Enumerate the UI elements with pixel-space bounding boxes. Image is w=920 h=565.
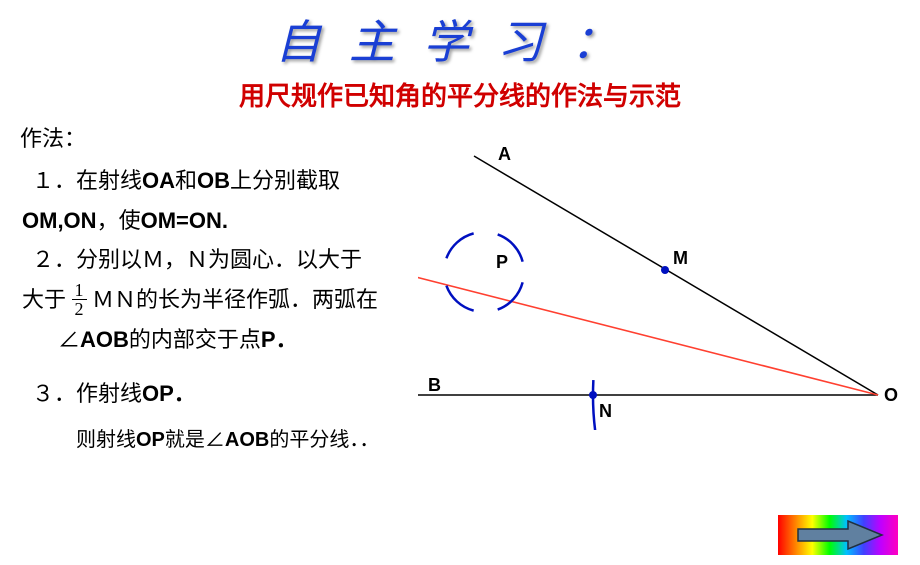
svg-text:M: M bbox=[673, 248, 688, 268]
conc-b: 就是∠ bbox=[165, 429, 225, 451]
step1-part-d: ，使 bbox=[97, 208, 141, 233]
svg-text:N: N bbox=[599, 401, 612, 421]
step1-part-b: 和 bbox=[175, 168, 197, 193]
frac-den: 2 bbox=[72, 300, 87, 318]
step3-op: OP． bbox=[142, 381, 196, 406]
title-text: 自主学习： bbox=[275, 16, 645, 68]
step-3: ３．作射线OP． bbox=[58, 374, 448, 414]
conc-c: 的平分线．． bbox=[269, 429, 379, 451]
svg-text:P: P bbox=[496, 252, 508, 272]
svg-text:A: A bbox=[498, 144, 511, 164]
subtitle-text: 用尺规作已知角的平分线的作法与示范 bbox=[239, 81, 681, 111]
conc-a: 则射线 bbox=[76, 429, 136, 451]
step-1: １．在射线OA和OB上分别截取 OM,ON，使OM=ON. bbox=[58, 161, 448, 240]
next-button[interactable] bbox=[778, 515, 898, 555]
step1-part-a: １．在射线 bbox=[32, 168, 142, 193]
step2-part-a: ２．分别以Ｍ，Ｎ为圆心．以大于 bbox=[32, 247, 362, 272]
step2-part-c: 的内部交于点 bbox=[129, 327, 261, 352]
step1-omon: OM,ON bbox=[22, 208, 97, 233]
step-2: ２．分别以Ｍ，Ｎ为圆心．以大于 大于 12 ＭＮ的长为半径作弧．两弧在∠AOB的… bbox=[58, 240, 448, 360]
step1-ob: OB bbox=[197, 168, 230, 193]
next-arrow-icon bbox=[778, 515, 898, 555]
step2-aob: AOB bbox=[80, 327, 129, 352]
step1-part-c: 上分别截取 bbox=[230, 168, 340, 193]
fraction: 12 bbox=[72, 281, 87, 318]
frac-num: 1 bbox=[72, 281, 87, 300]
svg-text:B: B bbox=[428, 375, 441, 395]
conc-op: OP bbox=[136, 429, 165, 451]
conclusion: 则射线OP就是∠AOB的平分线．． bbox=[76, 425, 416, 455]
step2-p: P． bbox=[261, 327, 298, 352]
main-title: 自主学习： bbox=[0, 0, 920, 72]
step2-prefix: 大于 bbox=[22, 287, 72, 312]
svg-text:O: O bbox=[884, 385, 898, 405]
sub-title: 用尺规作已知角的平分线的作法与示范 bbox=[0, 76, 920, 113]
step1-oa: OA bbox=[142, 168, 175, 193]
geometry-diagram: A M P B N O bbox=[418, 130, 898, 430]
step3-part-a: ３．作射线 bbox=[32, 381, 142, 406]
step1-eq: OM=ON. bbox=[141, 208, 228, 233]
conc-aob: AOB bbox=[225, 429, 269, 451]
